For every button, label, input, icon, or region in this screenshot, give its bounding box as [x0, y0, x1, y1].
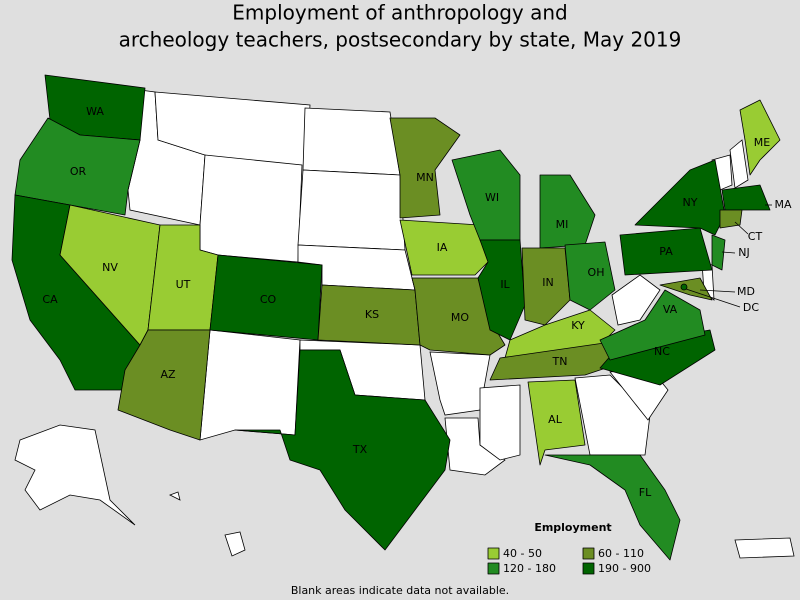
state-region: [14, 117, 141, 216]
state-label: WI: [485, 191, 499, 204]
title-line: Employment of anthropology and: [232, 1, 567, 25]
legend: Employment 40 - 50 60 - 110 120 - 180 19…: [487, 521, 651, 575]
state-label: MD: [737, 285, 755, 298]
state-label: MN: [416, 171, 434, 184]
state-region: [739, 99, 781, 176]
state-region: [399, 219, 491, 276]
state-region: [527, 379, 586, 466]
state-region: [599, 289, 706, 361]
legend-label: 190 - 900: [598, 562, 651, 575]
leader-lines: [685, 204, 772, 308]
title-line: archeology teachers, postsecondary by st…: [119, 28, 682, 52]
state-region: [711, 234, 726, 271]
state-label: CT: [748, 230, 763, 243]
state-region: [721, 184, 771, 211]
state-label: NV: [102, 261, 118, 274]
state-region: [117, 329, 211, 441]
state-region: [389, 117, 461, 219]
state-region: [521, 247, 571, 326]
state-label: KY: [571, 319, 585, 332]
legend-title: Employment: [534, 521, 611, 534]
state-label: NJ: [738, 246, 749, 259]
state-region: [680, 283, 688, 291]
state-label: CA: [42, 293, 58, 306]
state-label: FL: [639, 486, 652, 499]
state-label: OR: [70, 165, 87, 178]
state-label: MA: [774, 198, 791, 211]
state-label: IA: [437, 241, 448, 254]
state-label: IN: [542, 276, 553, 289]
state-label: PA: [659, 245, 673, 258]
state-label: MI: [556, 218, 569, 231]
state-label: VA: [663, 303, 678, 316]
legend-swatch: [582, 547, 595, 560]
legend-swatch: [487, 547, 500, 560]
state-region: [234, 349, 451, 551]
state-label: NC: [654, 345, 670, 358]
state-label: CO: [260, 293, 277, 306]
state-label: NY: [683, 196, 698, 209]
state-label: UT: [176, 278, 191, 291]
state-label: WA: [86, 105, 104, 118]
blank-states: [14, 89, 795, 559]
state-label: TN: [552, 355, 568, 368]
state-label: MO: [451, 311, 469, 324]
state-region: [539, 174, 596, 249]
state-label: KS: [365, 308, 379, 321]
state-label: AZ: [160, 368, 176, 381]
state-labels: WA OR CA NV UT AZ CO TX KS MN IA MO WI I…: [42, 105, 792, 499]
state-label: TX: [352, 443, 368, 456]
state-label: OH: [588, 266, 605, 279]
state-region: [544, 454, 681, 561]
state-region: [477, 239, 526, 341]
state-region: [634, 159, 726, 236]
state-label: IL: [500, 278, 510, 291]
state-label: DC: [743, 301, 759, 314]
legend-label: 60 - 110: [598, 547, 644, 560]
legend-label: 120 - 180: [503, 562, 556, 575]
legend-swatch: [582, 562, 595, 575]
state-region: [564, 241, 616, 311]
state-region: [619, 227, 713, 276]
legend-label: 40 - 50: [503, 547, 542, 560]
footnote: Blank areas indicate data not available.: [291, 584, 509, 597]
state-regions: [11, 74, 781, 561]
state-label: AL: [548, 413, 563, 426]
legend-swatch: [487, 562, 500, 575]
state-label: ME: [754, 136, 770, 149]
